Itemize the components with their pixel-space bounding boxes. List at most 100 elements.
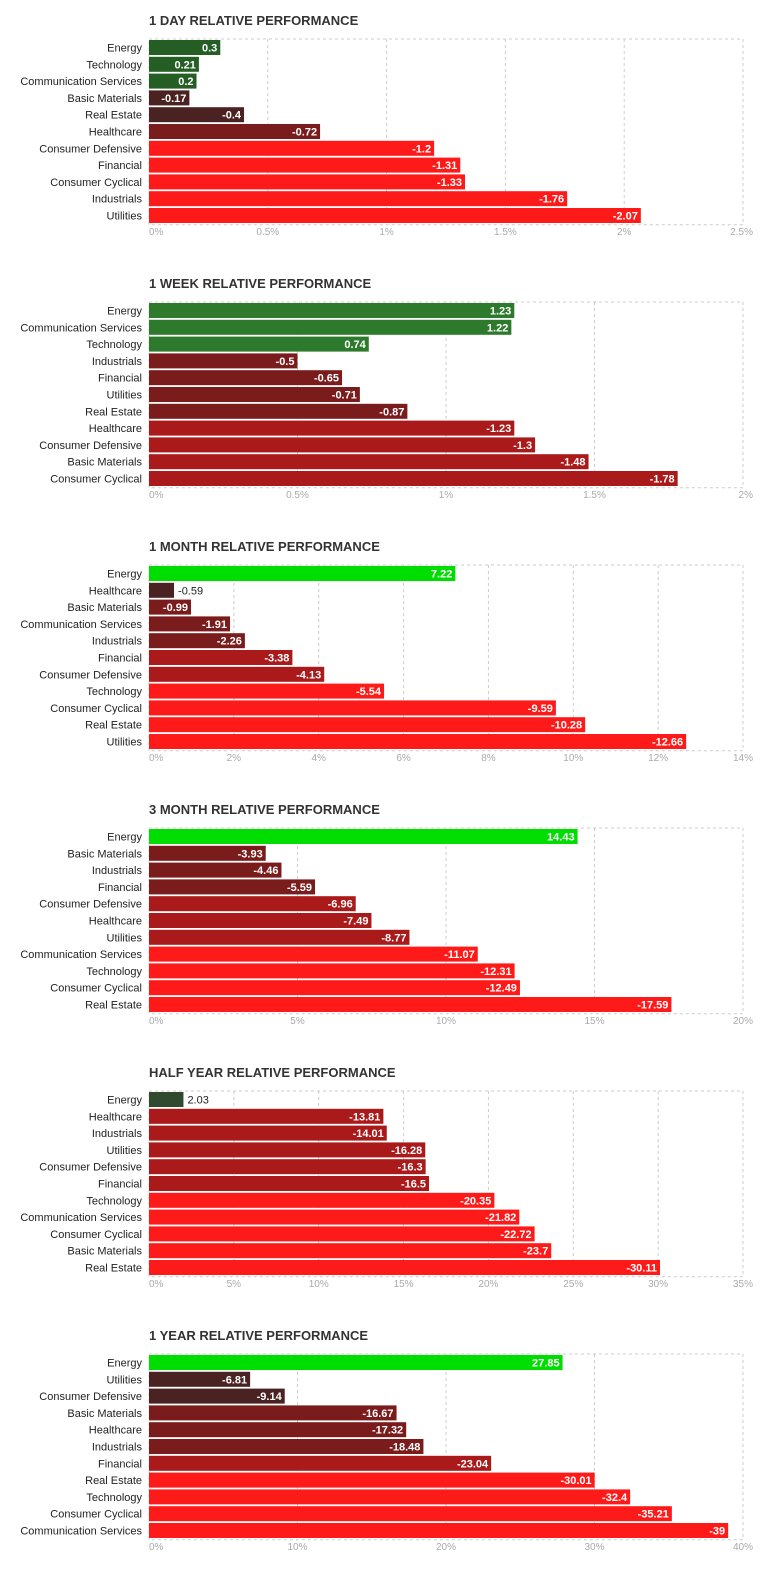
- value-label: -1.91: [202, 619, 227, 631]
- x-tick-label: 20%: [733, 1016, 753, 1027]
- chart-title: 1 DAY RELATIVE PERFORMANCE: [149, 13, 359, 28]
- value-label: -21.82: [485, 1212, 516, 1224]
- bar: [149, 319, 512, 335]
- value-label: -0.72: [292, 127, 317, 139]
- value-label: -22.72: [500, 1229, 531, 1241]
- chart-panel: 1 MONTH RELATIVE PERFORMANCE 0% 2% 4% 6% 8% 10…: [20, 539, 753, 764]
- value-label: -14.01: [353, 1128, 384, 1140]
- category-label: Technology: [86, 59, 142, 71]
- category-label: Financial: [98, 160, 142, 172]
- category-label: Industrials: [92, 1442, 143, 1454]
- value-label: -3.93: [238, 848, 263, 860]
- bar: [149, 980, 520, 996]
- value-label: -12.66: [652, 737, 683, 749]
- chart-title: 1 WEEK RELATIVE PERFORMANCE: [149, 276, 372, 291]
- value-label: -0.59: [178, 585, 203, 597]
- bar: [149, 862, 282, 878]
- x-tick-label: 2.5%: [730, 227, 753, 238]
- bar: [149, 437, 536, 453]
- category-label: Technology: [86, 966, 142, 978]
- category-label: Utilities: [107, 932, 143, 944]
- bar: [149, 1176, 430, 1191]
- value-label: -11.07: [444, 949, 475, 961]
- category-label: Financial: [98, 653, 142, 665]
- bar: [149, 107, 245, 123]
- category-label: Utilities: [107, 1374, 143, 1386]
- category-label: Energy: [107, 1095, 142, 1107]
- category-label: Consumer Cyclical: [50, 1509, 142, 1521]
- x-tick-label: 0%: [149, 1016, 164, 1027]
- value-label: -35.21: [638, 1509, 669, 1521]
- value-label: -30.11: [626, 1263, 657, 1275]
- chart-title: 3 MONTH RELATIVE PERFORMANCE: [149, 802, 380, 817]
- bar: [149, 1125, 387, 1141]
- value-label: -1.78: [650, 474, 675, 486]
- x-tick-label: 5%: [227, 1279, 242, 1290]
- category-label: Healthcare: [89, 916, 142, 928]
- category-label: Consumer Cyclical: [50, 177, 142, 189]
- category-label: Consumer Defensive: [39, 669, 142, 681]
- bar: [149, 896, 356, 912]
- category-label: Energy: [107, 569, 142, 581]
- bar: [149, 420, 515, 436]
- bar: [149, 599, 192, 615]
- x-tick-label: 0%: [149, 1279, 164, 1290]
- value-label: -1.48: [560, 457, 585, 469]
- value-label: 2.03: [187, 1095, 208, 1107]
- value-label: -3.38: [264, 653, 289, 665]
- bar: [149, 829, 578, 844]
- category-label: Healthcare: [89, 423, 142, 435]
- value-label: -1.3: [513, 440, 532, 452]
- x-tick-label: 5%: [290, 1016, 305, 1027]
- category-label: Communication Services: [20, 619, 142, 631]
- value-label: 7.22: [431, 569, 452, 581]
- value-label: 1.23: [490, 306, 511, 318]
- category-label: Consumer Cyclical: [50, 474, 142, 486]
- bar: [149, 582, 175, 598]
- value-label: 0.74: [344, 339, 366, 351]
- value-label: -9.14: [257, 1391, 283, 1403]
- category-label: Consumer Defensive: [39, 1391, 142, 1403]
- category-label: Utilities: [107, 390, 143, 402]
- value-label: -2.26: [217, 636, 242, 648]
- category-label: Consumer Defensive: [39, 899, 142, 911]
- value-label: -0.99: [163, 602, 188, 614]
- bar: [149, 1472, 595, 1488]
- category-label: Real Estate: [85, 406, 142, 418]
- value-label: -1.31: [432, 160, 457, 172]
- x-tick-label: 15%: [584, 1016, 604, 1027]
- bar: [149, 1422, 407, 1438]
- category-label: Industrials: [92, 636, 143, 648]
- x-tick-label: 2%: [617, 227, 632, 238]
- x-tick-label: 20%: [478, 1279, 498, 1290]
- bar: [149, 174, 466, 190]
- bar: [149, 734, 687, 749]
- chart-panel: HALF YEAR RELATIVE PERFORMANCE 0% 5% 10% 15%…: [20, 1065, 753, 1290]
- category-label: Utilities: [107, 737, 143, 749]
- bar: [149, 700, 556, 716]
- bar: [149, 1523, 729, 1538]
- category-label: Financial: [98, 1458, 142, 1470]
- value-label: -0.87: [379, 406, 404, 418]
- category-label: Real Estate: [85, 110, 142, 122]
- value-label: -7.49: [343, 916, 368, 928]
- bar: [149, 1405, 397, 1421]
- category-label: Industrials: [92, 194, 143, 206]
- value-label: -5.54: [356, 686, 382, 698]
- bar: [149, 616, 231, 632]
- value-label: -23.04: [457, 1458, 489, 1470]
- x-tick-label: 30%: [584, 1542, 604, 1553]
- x-tick-label: 4%: [311, 753, 326, 764]
- category-label: Consumer Cyclical: [50, 703, 142, 715]
- x-tick-label: 2%: [739, 490, 754, 501]
- category-label: Energy: [107, 832, 142, 844]
- chart-title: HALF YEAR RELATIVE PERFORMANCE: [149, 1065, 396, 1080]
- x-tick-label: 12%: [648, 753, 668, 764]
- chart-title: 1 YEAR RELATIVE PERFORMANCE: [149, 1328, 368, 1343]
- x-tick-label: 10%: [309, 1279, 329, 1290]
- bar: [149, 650, 293, 665]
- category-label: Real Estate: [85, 1263, 142, 1275]
- bar: [149, 1260, 661, 1275]
- category-label: Technology: [86, 1195, 142, 1207]
- bar: [149, 1489, 631, 1505]
